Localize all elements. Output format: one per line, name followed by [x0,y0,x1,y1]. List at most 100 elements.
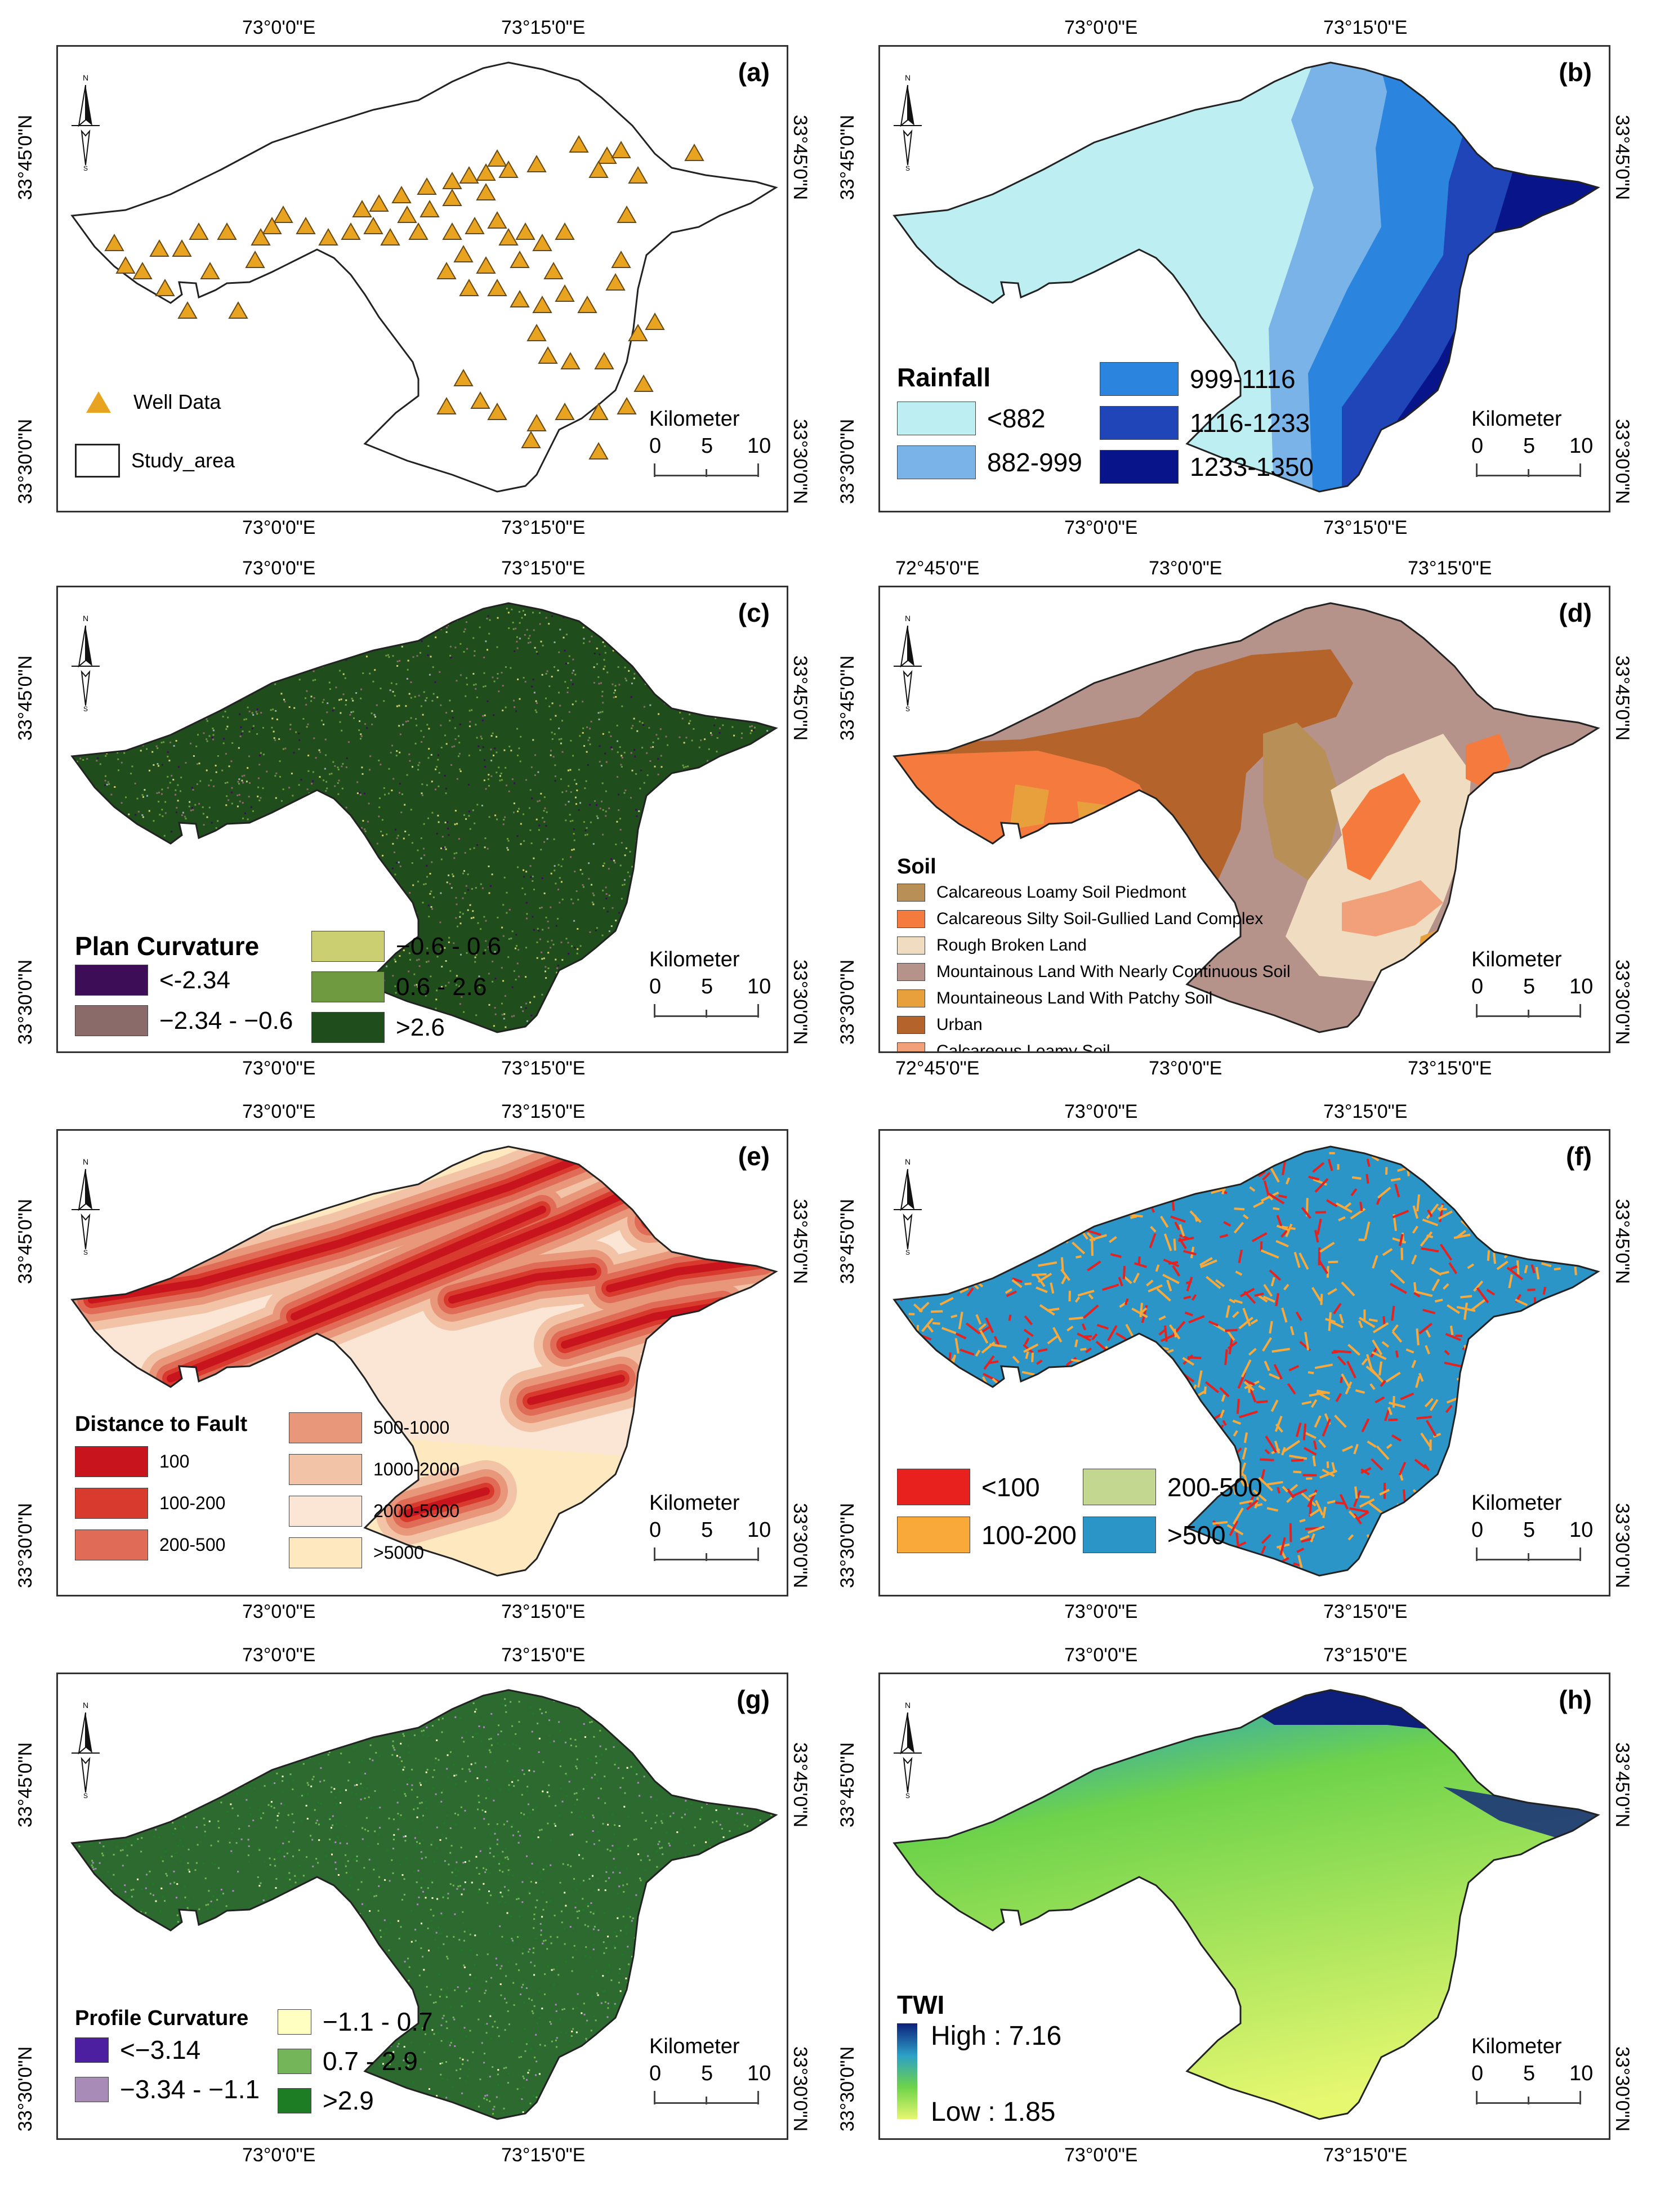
latitude-label-left: 33°45'0"N [15,114,37,200]
raster-cell [436,989,438,992]
raster-cell [141,919,143,921]
raster-cell [146,795,148,797]
raster-cell [267,1043,269,1045]
raster-cell [109,718,110,720]
raster-cell [492,732,494,734]
raster-cell [431,781,433,783]
raster-cell [721,910,723,912]
raster-cell [530,1040,532,1041]
raster-cell [387,592,389,594]
raster-cell [359,738,362,740]
drainage-line [1046,1560,1057,1569]
raster-cell [304,635,306,637]
drainage-line [1560,1522,1568,1532]
drainage-line [1521,1441,1528,1451]
drainage-line [1066,1149,1081,1161]
raster-cell [418,965,421,967]
raster-cell [731,1035,733,1037]
drainage-line [1591,1301,1597,1310]
raster-cell [172,723,175,725]
raster-cell [399,865,401,867]
raster-cell [634,755,636,757]
raster-cell [778,619,780,621]
legend-title: Rainfall [897,363,991,392]
drainage-line [1183,1295,1191,1300]
raster-cell [125,796,127,799]
well-marker [436,396,457,414]
drainage-line [909,1569,920,1573]
drainage-line [1005,1205,1012,1221]
drainage-line [1168,1147,1177,1150]
raster-cell [480,735,482,738]
raster-cell [96,862,99,864]
raster-cell [617,666,619,668]
drainage-line [1298,1252,1309,1270]
raster-cell [687,888,689,890]
raster-cell [189,720,191,723]
raster-cell [306,726,308,728]
raster-cell [104,784,106,786]
drainage-line [1136,1504,1151,1510]
raster-cell [271,717,274,720]
raster-cell [456,975,458,977]
raster-cell [731,974,733,976]
raster-cell [764,952,766,954]
raster-cell [199,637,201,639]
raster-cell [91,821,93,823]
drainage-line [1172,1265,1181,1277]
drainage-line [1225,1305,1230,1318]
raster-cell [87,836,89,838]
well-marker [132,261,153,279]
raster-cell [717,636,719,638]
drainage-line [1358,1238,1365,1241]
raster-cell [174,869,176,872]
raster-cell [497,916,499,918]
raster-cell [84,886,86,888]
drainage-line [1023,1343,1039,1353]
raster-cell [208,903,211,905]
raster-cell [163,924,165,926]
raster-cell [431,624,434,626]
raster-cell [622,1011,624,1014]
drainage-line [1384,1594,1389,1596]
well-marker [597,146,617,164]
raster-cell [617,959,619,961]
raster-cell [408,753,410,755]
raster-cell [557,864,560,866]
raster-cell [352,711,354,713]
raster-cell [471,709,473,711]
raster-cell [328,681,331,684]
raster-cell [265,940,267,943]
well-marker [588,402,609,420]
drainage-line [1011,1372,1018,1385]
raster-cell [605,790,607,792]
raster-cell [417,985,418,988]
raster-cell [226,596,227,598]
raster-cell [484,714,486,716]
raster-cell [516,835,519,837]
drainage-line [1528,1134,1534,1144]
raster-cell [353,617,355,618]
drainage-line [1222,1420,1227,1426]
raster-cell [696,979,698,982]
raster-cell [561,898,564,900]
drainage-line [1190,1585,1206,1589]
raster-cell [279,908,281,910]
raster-cell [440,747,443,748]
raster-cell [283,974,285,976]
raster-cell [121,761,123,764]
raster-cell [452,875,454,877]
raster-cell [619,746,621,748]
raster-cell [755,881,757,883]
raster-cell [529,641,532,644]
raster-cell [658,1049,659,1050]
raster-cell [345,851,347,854]
raster-cell [184,876,186,878]
raster-cell [507,840,510,842]
fault-buffer [635,1201,748,1236]
drainage-line [1360,1468,1370,1475]
raster-cell [603,862,605,864]
raster-cell [306,824,309,826]
raster-cell [274,683,276,685]
raster-cell [693,1032,694,1034]
